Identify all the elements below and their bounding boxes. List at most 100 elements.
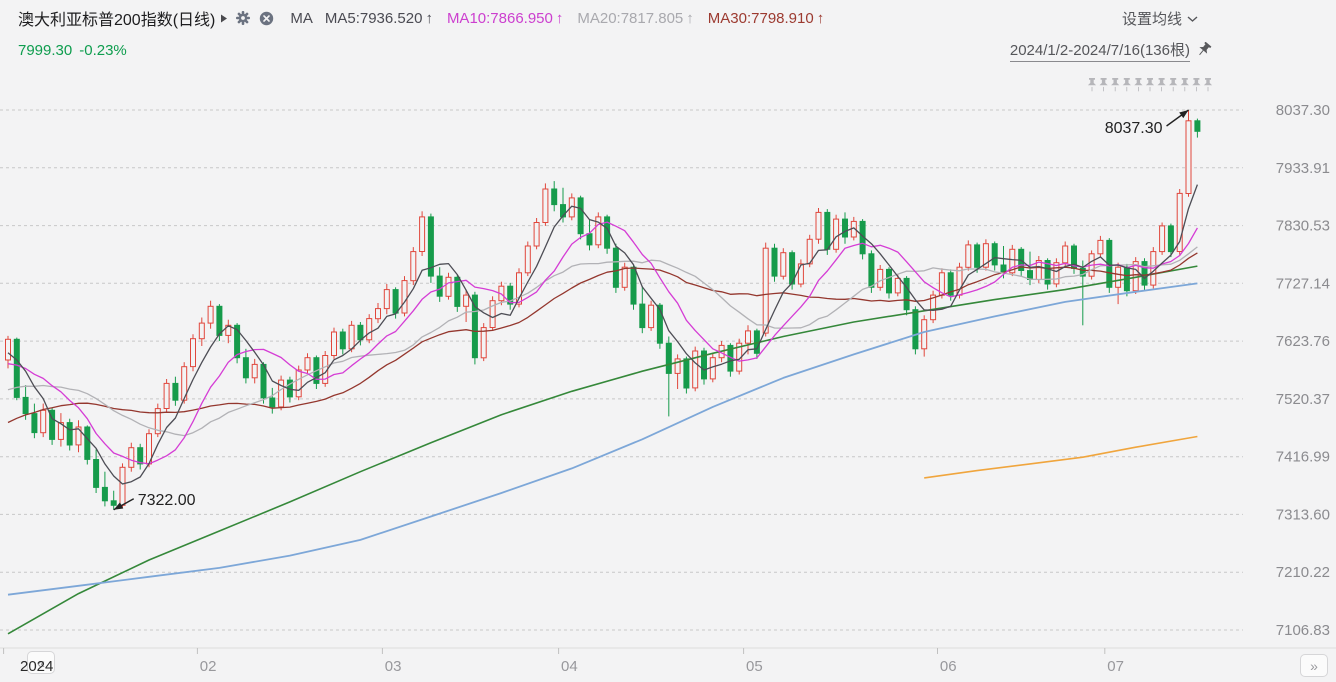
scroll-left-button[interactable]: « <box>27 651 55 674</box>
candle <box>463 294 470 307</box>
candle <box>269 397 276 408</box>
candle <box>75 426 82 446</box>
ma-value: MA10:7866.950 ↑ <box>446 9 564 27</box>
chevron-down-icon <box>1187 16 1198 22</box>
y-axis-tick-label: 7933.91 <box>1276 160 1330 177</box>
x-axis-month-label: 06 <box>940 658 957 675</box>
event-pin-icon[interactable] <box>1145 78 1155 92</box>
close-indicator-icon[interactable] <box>259 11 274 26</box>
candle <box>674 358 681 374</box>
candle <box>1018 248 1025 272</box>
candle <box>648 304 655 329</box>
event-pin-icon[interactable] <box>1192 78 1201 92</box>
candle <box>850 220 857 238</box>
candle <box>225 324 232 336</box>
price-annotation-label: 8037.30 <box>1105 120 1163 137</box>
candle <box>806 238 813 265</box>
event-pin-icon[interactable] <box>1134 78 1143 92</box>
candle <box>1062 245 1069 264</box>
indicator-settings-gear-icon[interactable] <box>235 10 251 26</box>
candle <box>974 244 981 268</box>
candle <box>965 244 972 268</box>
candle <box>22 396 29 415</box>
candle <box>190 338 196 368</box>
y-axis-tick-label: 7313.60 <box>1276 506 1330 523</box>
candle <box>181 366 188 401</box>
event-pin-icon[interactable] <box>1099 78 1108 92</box>
event-pin-icon[interactable] <box>1122 78 1131 92</box>
candle <box>630 266 637 305</box>
candle <box>568 197 575 218</box>
event-pin-icon[interactable] <box>1157 78 1166 92</box>
candle <box>1150 251 1157 286</box>
candle <box>436 275 443 297</box>
event-pin-icon[interactable] <box>1180 78 1189 92</box>
candle <box>366 318 373 341</box>
candle <box>577 197 584 235</box>
ma-settings-button[interactable]: 设置均线 <box>1122 8 1198 29</box>
candle <box>322 355 329 384</box>
candle <box>780 252 787 277</box>
candle <box>524 245 531 274</box>
y-axis-labels: 8037.30 7933.91 7830.53 7727.14 7623.76 7520.… <box>1276 102 1330 639</box>
candle <box>313 357 320 384</box>
candle <box>656 304 663 344</box>
candle <box>912 309 919 350</box>
candle <box>119 466 126 506</box>
candle <box>868 253 875 288</box>
candle <box>1027 270 1033 281</box>
price-row: 7999.30 -0.23% 2024/1/2-2024/7/16(136根) <box>18 39 1212 62</box>
page-title[interactable]: 澳大利亚标普200指数(日线) <box>18 12 216 29</box>
candle <box>824 211 831 250</box>
ma5-line <box>7 184 1199 485</box>
price-change-percent: -0.23% <box>79 41 127 59</box>
candle <box>1159 225 1166 253</box>
candle <box>57 422 64 440</box>
title-expand-icon[interactable] <box>221 14 228 23</box>
date-range-link[interactable]: 2024/1/2-2024/7/16(136根) <box>1009 39 1190 62</box>
candle <box>216 305 223 336</box>
candle <box>612 247 619 288</box>
y-axis-tick-label: 7520.37 <box>1276 391 1330 408</box>
candle <box>49 409 56 440</box>
candle <box>604 216 611 249</box>
candle <box>1123 266 1130 292</box>
event-pin-icon[interactable] <box>1169 78 1178 92</box>
y-axis-tick-label: 7416.99 <box>1276 449 1330 466</box>
candle <box>383 289 390 310</box>
candle <box>454 276 461 307</box>
candle <box>410 251 417 282</box>
scroll-right-button[interactable]: » <box>1300 654 1328 677</box>
candle <box>31 413 38 434</box>
annotation-low: 7322.00 <box>113 492 196 511</box>
event-pin-icon[interactable] <box>1203 78 1213 92</box>
pin-icon[interactable] <box>1196 42 1212 58</box>
event-pin-icon[interactable] <box>1111 78 1120 92</box>
candle <box>392 289 399 314</box>
candle <box>1176 192 1183 252</box>
candle <box>146 433 152 465</box>
candle <box>198 322 205 340</box>
candle <box>727 344 734 372</box>
ma10-line <box>7 221 1198 465</box>
y-axis-tick-label: 7727.14 <box>1276 275 1330 292</box>
candle <box>471 294 478 359</box>
candle <box>251 363 258 379</box>
candle <box>1141 261 1148 286</box>
event-pin-icon[interactable] <box>1087 78 1097 92</box>
candle <box>956 266 963 296</box>
candle <box>1167 225 1174 253</box>
candle <box>753 330 760 354</box>
candle <box>595 216 602 246</box>
candle <box>842 218 848 238</box>
candle <box>665 342 672 374</box>
candle <box>886 268 892 294</box>
candle <box>1185 120 1192 194</box>
candle <box>1035 260 1042 280</box>
candle <box>348 324 355 350</box>
price-annotation-label: 7322.00 <box>138 492 196 509</box>
candle <box>375 308 381 320</box>
candle <box>1194 120 1201 132</box>
